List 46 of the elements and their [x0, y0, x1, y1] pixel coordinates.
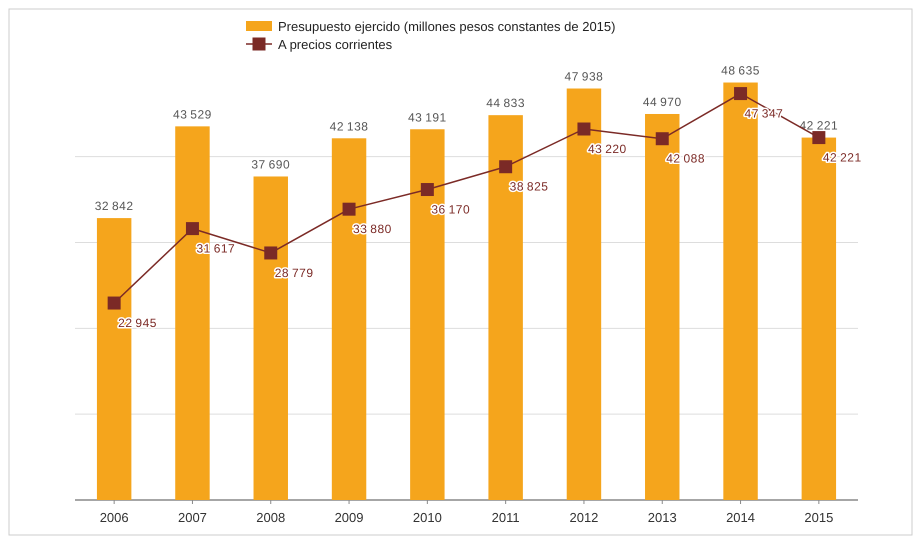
point: [499, 160, 512, 174]
data-label: 47 938: [564, 70, 604, 84]
x-tick-label: 2015: [804, 510, 834, 525]
bar: [566, 88, 602, 500]
data-label: 37 690: [251, 157, 290, 172]
legend-label: Presupuesto ejercido (millones pesos constantes de 2015): [278, 19, 616, 34]
point: [342, 202, 356, 216]
bar: [175, 126, 210, 500]
x-tick-label: 2012: [569, 510, 598, 525]
point: [577, 122, 590, 136]
point: [812, 131, 826, 144]
data-label: 38 825: [510, 180, 548, 194]
x-tick-label: 2007: [178, 510, 207, 525]
point: [264, 246, 278, 260]
data-label: 44 833: [486, 96, 526, 110]
data-label: 42 088: [666, 152, 706, 166]
bar: [254, 176, 288, 500]
data-label: 43 191: [408, 110, 447, 124]
x-tick-label: 2011: [492, 510, 520, 525]
data-label: 32 842: [94, 199, 134, 214]
point: [108, 296, 121, 310]
bar: [723, 82, 758, 500]
data-label: 28 779: [274, 266, 314, 280]
bar: [802, 138, 836, 500]
legend-label: A precios corrientes: [278, 37, 393, 52]
x-tick-label: 2009: [334, 510, 364, 525]
bar: [488, 115, 523, 500]
bar: [332, 138, 366, 500]
data-label: 42 221: [822, 150, 862, 165]
data-label: 42 138: [330, 119, 368, 134]
data-label: 43 529: [173, 107, 212, 122]
x-tick-label: 2006: [100, 510, 129, 525]
x-tick-label: 2013: [648, 510, 677, 525]
point: [656, 132, 669, 146]
data-label: 22 945: [118, 316, 157, 330]
x-tick-label: 2008: [256, 510, 286, 525]
bar: [96, 218, 132, 500]
data-label: 48 635: [721, 64, 760, 78]
bar: [410, 129, 445, 500]
x-tick-label: 2014: [726, 510, 756, 525]
point: [186, 222, 199, 236]
x-tick-label: 2010: [412, 510, 442, 525]
point: [734, 87, 748, 100]
point: [420, 183, 434, 196]
bar: [645, 114, 680, 500]
data-label: 44 970: [642, 94, 682, 109]
